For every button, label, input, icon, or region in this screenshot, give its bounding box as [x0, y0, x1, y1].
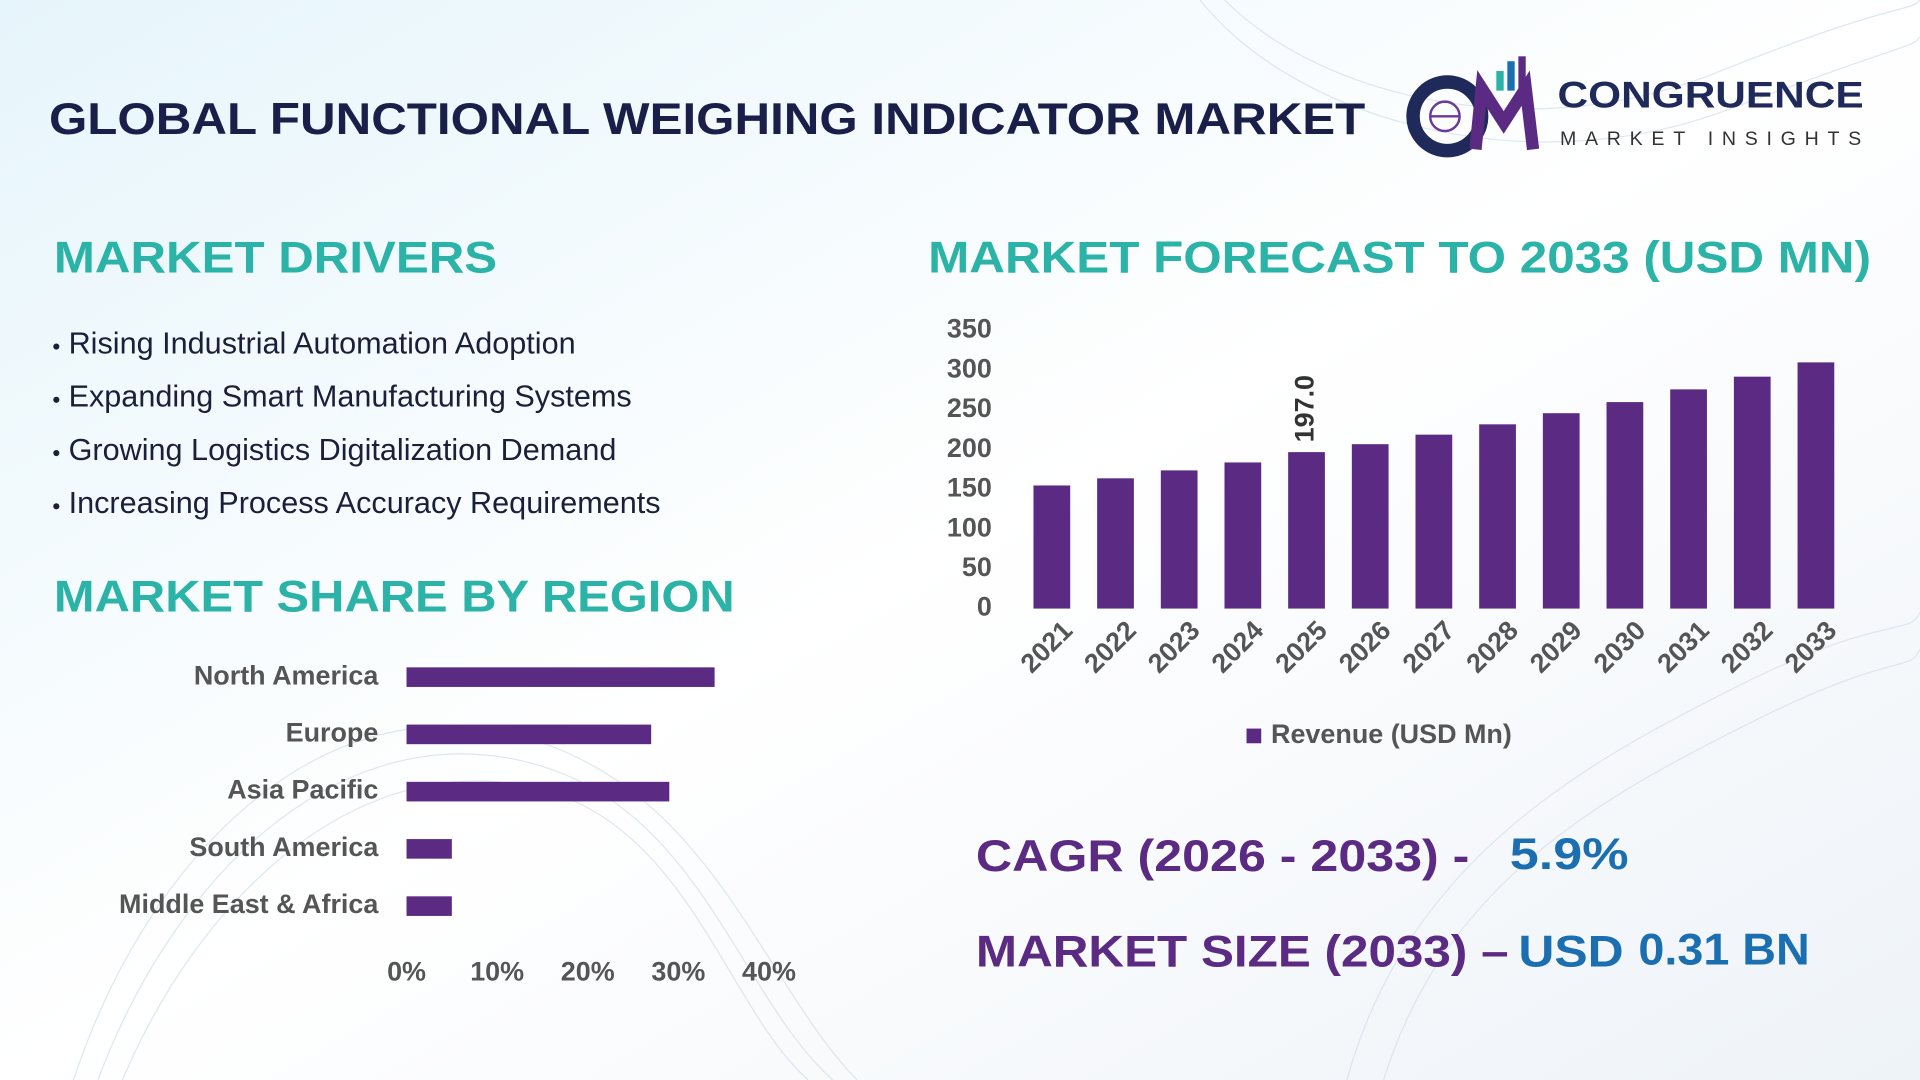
x-tick-label: 30% [651, 957, 705, 987]
bar [1670, 389, 1707, 609]
bar [1479, 424, 1516, 609]
driver-item: Growing Logistics Digitalization Demand [69, 433, 617, 467]
bullet [53, 503, 60, 510]
bar [1606, 402, 1644, 609]
bar [1097, 478, 1134, 609]
bullet [53, 396, 60, 403]
x-tick-label: 40% [742, 957, 796, 987]
y-tick-label: 150 [947, 473, 992, 503]
y-tick-label: 200 [947, 433, 992, 463]
section-heading: MARKET DRIVERS [54, 233, 497, 282]
legend-label: Revenue (USD Mn) [1271, 719, 1512, 749]
chart-title: MARKET SHARE BY REGION [54, 573, 735, 622]
bar [406, 839, 452, 859]
y-tick-label: South America [189, 832, 379, 862]
x-tick-label: 20% [561, 957, 615, 987]
y-tick-label: Middle East & Africa [119, 889, 379, 919]
cagr-value: 5.9% [1510, 830, 1629, 879]
cagr-label: CAGR (2026 - 2033) - [976, 832, 1469, 881]
logo-icon [1406, 56, 1540, 158]
bar [1415, 434, 1453, 609]
bar [1033, 485, 1071, 609]
bar [1733, 376, 1771, 609]
x-tick-label: 10% [470, 957, 524, 987]
bar [1542, 413, 1580, 609]
market-size-value: 0.31 BN [1638, 925, 1809, 974]
bar [1224, 462, 1262, 609]
driver-list: Rising Industrial Automation Adoption Exp… [53, 326, 661, 520]
legend-swatch [1246, 728, 1262, 744]
bullet [53, 450, 60, 457]
y-tick-label: Europe [286, 717, 379, 747]
bar [1797, 362, 1835, 609]
value-label: 197.0 [1290, 375, 1320, 442]
brand-name: CONGRUENCE [1558, 75, 1864, 116]
brand-tagline: MARKET INSIGHTS [1560, 128, 1861, 150]
y-tick-label: 100 [947, 512, 992, 542]
page-title: GLOBAL FUNCTIONAL WEIGHING INDICATOR MAR… [49, 95, 1365, 144]
market-size-currency: USD [1518, 928, 1623, 977]
bar [1288, 452, 1325, 609]
y-tick-label: 250 [947, 393, 992, 423]
driver-item: Rising Industrial Automation Adoption [69, 326, 576, 360]
driver-item: Expanding Smart Manufacturing Systems [69, 380, 632, 414]
bar [406, 781, 670, 802]
bar [1351, 444, 1389, 609]
bullet [53, 343, 60, 350]
bar [406, 896, 452, 916]
y-tick-label: Asia Pacific [227, 775, 378, 805]
y-tick-label: 0 [977, 592, 992, 622]
driver-item: Increasing Process Accuracy Requirements [69, 486, 661, 520]
chart-title: MARKET FORECAST TO 2033 (USD MN) [928, 233, 1871, 282]
y-tick-label: North America [194, 660, 380, 690]
bar [1160, 470, 1198, 609]
x-tick-label: 0% [387, 957, 426, 987]
y-tick-label: 350 [947, 314, 992, 344]
market-size-label: MARKET SIZE (2033) – [976, 928, 1509, 977]
y-tick-label: 300 [947, 353, 992, 383]
bar [406, 724, 652, 745]
bar [406, 667, 715, 687]
y-tick-label: 50 [962, 552, 992, 582]
